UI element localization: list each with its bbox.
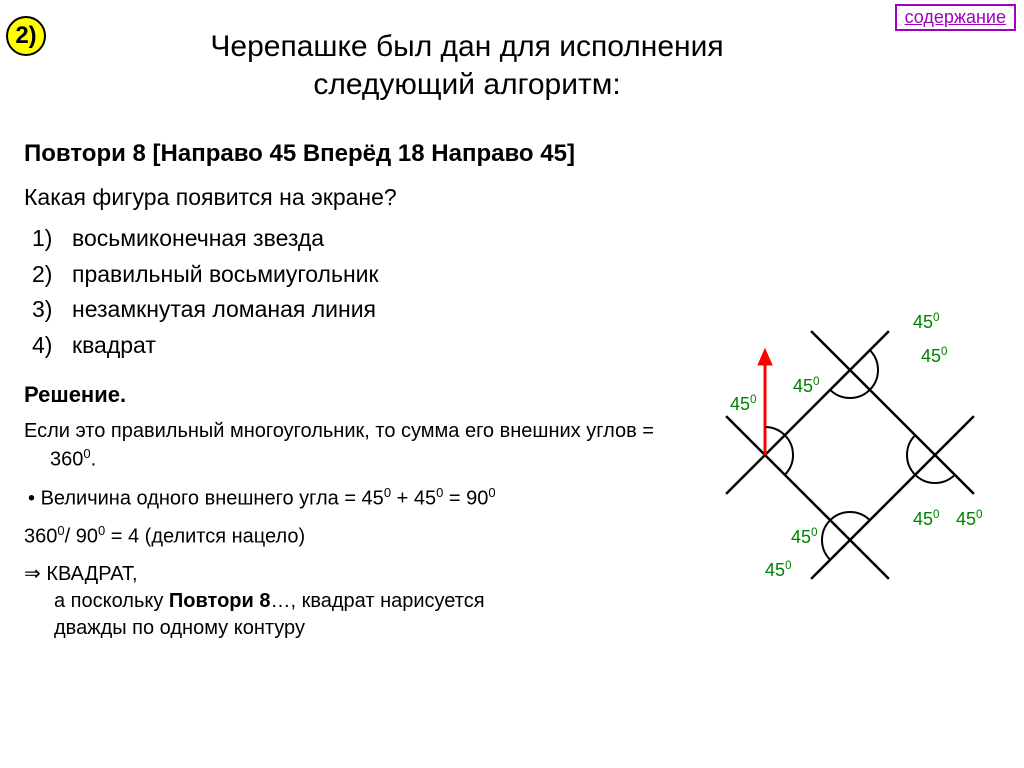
sol-final-e: дважды по одному контуру	[54, 617, 305, 639]
angle-label-4: 450	[913, 508, 940, 530]
angle-diagram: 450 450 450 450 450 450 450 450	[630, 280, 1024, 630]
option-1: 1)восьмиконечная звезда	[32, 221, 684, 257]
option-1-text: восьмиконечная звезда	[72, 221, 324, 257]
angle-label-5: 450	[956, 508, 983, 530]
diagram-svg	[630, 280, 1024, 630]
sol-final-a: КВАДРАТ,	[41, 563, 138, 585]
sol-final-c: Повтори 8	[169, 590, 271, 612]
sol-bullet-a: Величина одного внешнего угла = 45	[41, 488, 384, 510]
content-area: Повтори 8 [Направо 45 Вперёд 18 Направо …	[24, 140, 684, 642]
sol-l1-c: = 4 (делится нацело)	[105, 526, 305, 548]
problem-number: 2)	[15, 22, 36, 50]
angle-label-7: 450	[765, 559, 792, 581]
sol-bullet-c: = 90	[443, 488, 488, 510]
option-4-text: квадрат	[72, 328, 156, 364]
toc-link[interactable]: содержание	[895, 4, 1016, 31]
sup-0-5: 0	[57, 523, 64, 538]
toc-link-label: содержание	[905, 7, 1006, 27]
title-line-1: Черепашке был дан для исполнения	[210, 30, 723, 63]
solution-conclusion: ⇒ КВАДРАТ, а поскольку Повтори 8…, квадр…	[24, 561, 684, 642]
option-2-text: правильный восьмиугольник	[72, 257, 379, 293]
option-3: 3)незамкнутая ломаная линия	[32, 292, 684, 328]
sup-0-2: 0	[384, 485, 391, 500]
title-line-2: следующий алгоритм:	[313, 68, 620, 101]
angle-label-2: 450	[793, 375, 820, 397]
sol-l1-a: 360	[24, 526, 57, 548]
sup-0-1: 0	[83, 446, 90, 461]
problem-number-badge: 2)	[6, 16, 46, 56]
angle-label-0: 450	[913, 311, 940, 333]
sol-bullet-b: + 45	[391, 488, 436, 510]
angle-label-1: 450	[921, 345, 948, 367]
angle-label-6: 450	[791, 526, 818, 548]
option-3-text: незамкнутая ломаная линия	[72, 292, 376, 328]
solution-title: Решение.	[24, 382, 684, 408]
page-title: Черепашке был дан для исполнения следующ…	[90, 28, 844, 103]
solution-paragraph-1: Если это правильный многоугольник, то су…	[24, 418, 684, 474]
solution-bullet: • Величина одного внешнего угла = 450 + …	[24, 485, 684, 511]
angle-label-3: 450	[730, 393, 757, 415]
sol-final-b: а поскольку	[54, 590, 169, 612]
sol-p1a: Если это правильный многоугольник, то су…	[24, 420, 494, 442]
sol-l1-b: / 90	[65, 526, 98, 548]
arrow-symbol: ⇒	[24, 563, 41, 585]
option-4: 4)квадрат	[32, 328, 684, 364]
sol-final-d: …, квадрат нарисуется	[270, 590, 484, 612]
algorithm-text: Повтори 8 [Направо 45 Вперёд 18 Направо …	[24, 140, 684, 168]
question-text: Какая фигура появится на экране?	[24, 184, 684, 211]
answer-options: 1)восьмиконечная звезда 2)правильный вос…	[32, 221, 684, 364]
solution-division: 3600/ 900 = 4 (делится нацело)	[24, 523, 684, 549]
option-2: 2)правильный восьмиугольник	[32, 257, 684, 293]
sup-0-4: 0	[488, 485, 495, 500]
